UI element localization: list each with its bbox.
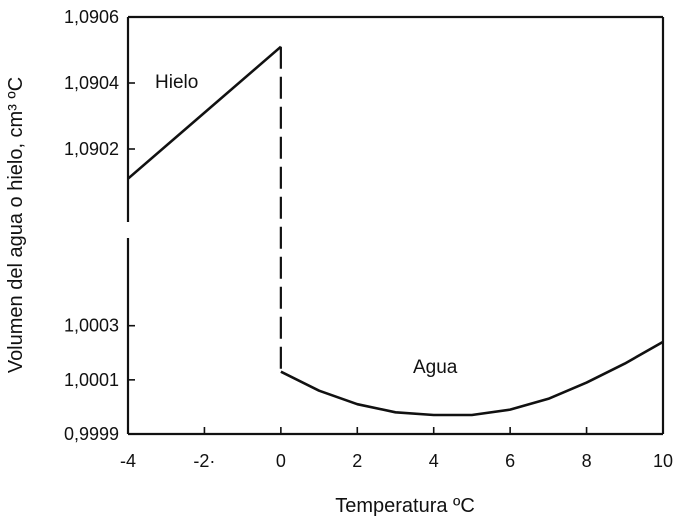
y-axis-label: Volumen del agua o hielo, cm³ ºC (5, 77, 27, 373)
series-line-agua (280, 340, 664, 417)
y-tick-label: 1,0003 (64, 316, 119, 336)
x-tick-label: 8 (582, 451, 592, 471)
x-tick-label: -2· (193, 451, 215, 471)
x-tick-label: 6 (505, 451, 515, 471)
annotation-hielo: Hielo (155, 72, 198, 93)
x-tick-label: -4 (120, 451, 136, 471)
y-tick-label: 1,0904 (64, 73, 119, 93)
x-tick-label: 4 (429, 451, 439, 471)
x-axis-label: Temperatura ºC (335, 495, 475, 517)
annotation-agua: Agua (413, 357, 458, 378)
x-tick-label: 2 (352, 451, 362, 471)
y-tick-label: 0,9999 (64, 424, 119, 444)
series-line-hielo (127, 45, 282, 180)
x-tick-label: 10 (653, 451, 673, 471)
y-tick-label: 1,0906 (64, 7, 119, 27)
x-tick-label: 0 (276, 451, 286, 471)
y-tick-label: 1,0001 (64, 370, 119, 390)
y-tick-label: 1,0902 (64, 139, 119, 159)
